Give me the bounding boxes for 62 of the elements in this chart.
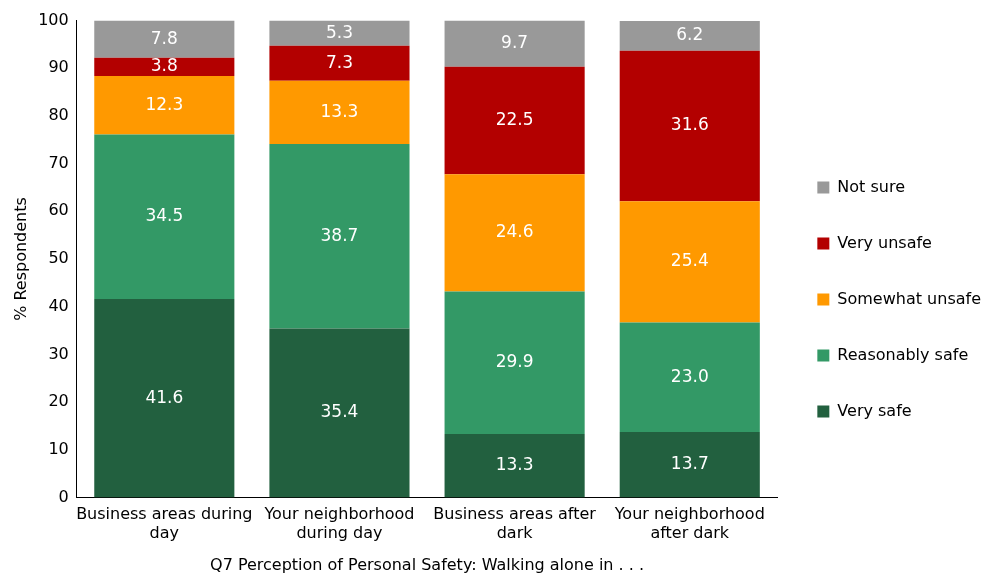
y-tick-label: 20 [48,391,69,411]
legend-label: Very unsafe [837,232,932,252]
y-tick-label: 0 [58,486,69,506]
data-label: 25.4 [670,250,709,271]
data-label: 5.3 [325,21,353,42]
legend-label: Very safe [837,400,912,420]
bar [619,322,760,433]
data-label: 41.6 [145,386,184,407]
bar [444,20,585,67]
bar [444,433,585,498]
y-tick-label: 100 [38,9,69,29]
bar [444,174,585,292]
y-tick-label: 80 [48,105,69,125]
bar [269,45,410,81]
x-tick-label: Your neighborhood during day [263,504,415,543]
bar [444,291,585,434]
legend-label: Reasonably safe [837,344,969,364]
data-label: 6.2 [676,24,704,45]
bar [94,57,235,76]
data-label: 22.5 [495,108,534,129]
bar [269,80,410,145]
bar [619,50,760,202]
bar [444,66,585,175]
data-label: 35.4 [320,401,359,422]
bar [94,299,235,498]
bar [94,75,235,135]
data-label: 13.3 [495,454,534,475]
bar [619,432,760,498]
x-tick-label: Business areas after dark [433,504,597,543]
data-label: 9.7 [501,32,529,53]
bar [619,201,760,323]
data-label: 38.7 [320,224,359,245]
bar [269,20,410,46]
legend-label: Somewhat unsafe [837,288,982,308]
x-tick-label: Your neighborhood after dark [613,504,765,543]
x-tick-label: Business areas during day [76,504,253,543]
y-tick-label: 10 [48,438,69,458]
y-tick-label: 30 [48,343,69,363]
data-label: 13.3 [320,100,359,121]
y-tick-label: 90 [48,57,69,77]
data-label: 23.0 [670,365,709,386]
bar [619,21,760,51]
data-label: 3.8 [150,55,178,76]
data-label: 34.5 [145,205,184,226]
y-tick-label: 40 [48,295,69,315]
bar [94,134,235,300]
y-axis-title: % Respondents [10,197,30,321]
legend-label: Not sure [837,176,906,196]
data-label: 24.6 [495,221,534,242]
data-label: 7.8 [150,27,178,48]
bar [269,144,410,329]
data-label: 13.7 [670,453,709,474]
data-label: 29.9 [495,351,534,372]
y-tick-label: 50 [48,248,69,268]
data-label: 7.3 [325,51,353,72]
data-label: 31.6 [670,114,709,135]
bar [94,20,235,58]
data-label: 12.3 [145,93,184,114]
y-tick-label: 60 [48,200,69,220]
bar [269,328,410,498]
x-axis-title: Q7 Perception of Personal Safety: Walking alone in . . . [210,554,645,574]
y-tick-label: 70 [48,152,69,172]
